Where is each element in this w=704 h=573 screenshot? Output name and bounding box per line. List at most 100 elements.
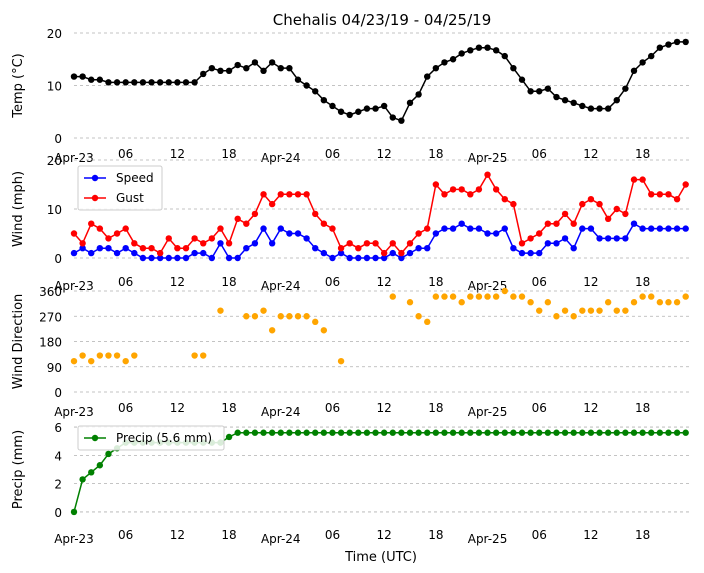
series-temp-point bbox=[415, 91, 422, 98]
y-tick-label-direction: 0 bbox=[54, 386, 62, 400]
x-tick-label-wind: 18 bbox=[635, 275, 650, 289]
y-axis-label-wind: Wind (mph) bbox=[11, 171, 26, 247]
series-wind-gust-point bbox=[294, 191, 302, 198]
series-precip-precip-point bbox=[527, 429, 534, 436]
y-axis-label-precip: Precip (mm) bbox=[11, 430, 26, 509]
series-wind-gust-point bbox=[96, 225, 104, 232]
series-wind-speed-point bbox=[303, 235, 310, 242]
series-wind-speed-point bbox=[165, 254, 172, 262]
x-tick-label-direction: 18 bbox=[635, 401, 650, 415]
series-temp-point bbox=[501, 52, 508, 60]
series-temp-point bbox=[355, 108, 362, 115]
series-temp-point bbox=[277, 64, 284, 72]
series-direction-point bbox=[673, 299, 681, 306]
series-wind-gust-point bbox=[251, 210, 259, 218]
y-tick-label-wind: 10 bbox=[47, 203, 62, 217]
series-temp-point bbox=[570, 99, 577, 107]
series-wind-speed-point bbox=[105, 245, 112, 252]
x-tick-label-wind: Apr-23 bbox=[54, 279, 94, 293]
series-precip-precip-point bbox=[70, 508, 78, 516]
series-direction-point bbox=[217, 307, 224, 314]
series-wind-gust-point bbox=[200, 240, 207, 247]
legend-swatch-marker bbox=[91, 194, 99, 202]
series-direction-point bbox=[484, 293, 491, 300]
y-tick-label-temp: 0 bbox=[54, 132, 62, 146]
series-wind-gust-point bbox=[363, 240, 371, 247]
series-direction-point bbox=[536, 307, 543, 314]
series-temp-point bbox=[122, 79, 129, 86]
series-precip-precip-point bbox=[544, 429, 552, 436]
series-wind-gust-point bbox=[656, 191, 664, 198]
series-precip-precip-point bbox=[389, 429, 396, 436]
series-wind-speed-point bbox=[570, 245, 577, 252]
series-direction-point bbox=[243, 313, 250, 320]
series-direction-point bbox=[113, 352, 121, 359]
series-direction-point bbox=[312, 318, 319, 326]
series-precip-precip-point bbox=[596, 429, 603, 436]
series-temp-point bbox=[398, 117, 405, 124]
series-precip-precip-point bbox=[630, 429, 638, 436]
series-wind-gust-point bbox=[518, 240, 526, 247]
series-wind-speed-point bbox=[79, 245, 86, 252]
series-temp-point bbox=[294, 76, 302, 83]
series-temp-point bbox=[527, 88, 534, 95]
series-direction-point bbox=[587, 307, 595, 314]
series-precip-precip-point bbox=[501, 429, 508, 436]
series-wind-gust-point bbox=[372, 240, 379, 247]
series-temp-point bbox=[665, 41, 672, 48]
series-wind-gust-point bbox=[673, 196, 681, 203]
series-temp-point bbox=[630, 67, 638, 75]
series-wind-speed-point bbox=[346, 254, 353, 262]
series-precip-precip-point bbox=[570, 429, 577, 436]
series-direction-point bbox=[268, 327, 276, 334]
series-direction-point bbox=[630, 299, 638, 306]
series-precip-precip-point bbox=[665, 429, 672, 436]
series-temp-point bbox=[484, 44, 491, 51]
series-temp-point bbox=[441, 59, 448, 66]
x-tick-label-precip: 06 bbox=[325, 528, 340, 542]
series-wind-gust-point bbox=[208, 235, 216, 242]
series-wind-speed-point bbox=[639, 225, 646, 232]
series-wind-speed-point bbox=[260, 225, 267, 232]
series-wind-gust-point bbox=[148, 245, 155, 252]
series-direction-point bbox=[449, 293, 457, 300]
x-tick-label-precip: 18 bbox=[428, 528, 443, 542]
y-tick-label-wind: 20 bbox=[47, 154, 62, 168]
series-temp-point bbox=[561, 97, 569, 104]
series-temp-point bbox=[604, 105, 612, 112]
series-precip-precip-point bbox=[604, 429, 612, 436]
series-precip-precip-point bbox=[398, 429, 405, 436]
series-wind-speed-point bbox=[243, 245, 250, 252]
series-direction-point bbox=[200, 352, 207, 359]
series-direction-point bbox=[501, 287, 508, 295]
series-wind-speed-point bbox=[208, 254, 216, 262]
series-wind-speed-point bbox=[622, 235, 629, 242]
legend-box bbox=[77, 165, 163, 211]
x-tick-label-wind: 06 bbox=[118, 275, 133, 289]
series-temp-point bbox=[320, 97, 328, 104]
series-wind-speed-point bbox=[432, 230, 440, 237]
series-direction-point bbox=[613, 307, 620, 314]
series-wind-gust-point bbox=[105, 235, 112, 242]
series-wind-gust-point bbox=[337, 245, 345, 252]
series-wind-speed-point bbox=[234, 254, 241, 262]
series-direction-point bbox=[510, 293, 517, 300]
series-temp-point bbox=[260, 67, 267, 75]
series-wind-gust-point bbox=[320, 220, 328, 227]
series-wind-gust-point bbox=[510, 200, 517, 208]
series-temp-point bbox=[208, 64, 216, 72]
series-wind-speed-point bbox=[122, 245, 129, 252]
x-tick-label-temp: 18 bbox=[221, 147, 236, 161]
series-wind-speed-point bbox=[398, 254, 405, 262]
series-direction-point bbox=[648, 293, 655, 300]
x-tick-label-direction: 12 bbox=[170, 401, 185, 415]
legend-label: Speed bbox=[116, 171, 154, 185]
series-temp-point bbox=[217, 67, 224, 75]
series-wind-speed-point bbox=[561, 235, 569, 242]
series-wind-gust-point bbox=[449, 186, 457, 193]
series-wind-speed-point bbox=[449, 225, 457, 232]
series-wind-speed-point bbox=[673, 225, 681, 232]
x-axis-label: Time (UTC) bbox=[344, 550, 417, 565]
series-temp-point bbox=[363, 105, 371, 112]
series-wind-speed-point bbox=[553, 240, 560, 247]
